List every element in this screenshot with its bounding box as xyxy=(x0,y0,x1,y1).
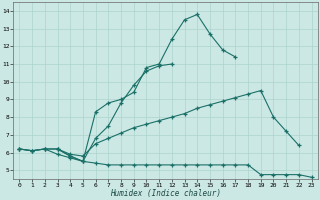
X-axis label: Humidex (Indice chaleur): Humidex (Indice chaleur) xyxy=(110,189,221,198)
